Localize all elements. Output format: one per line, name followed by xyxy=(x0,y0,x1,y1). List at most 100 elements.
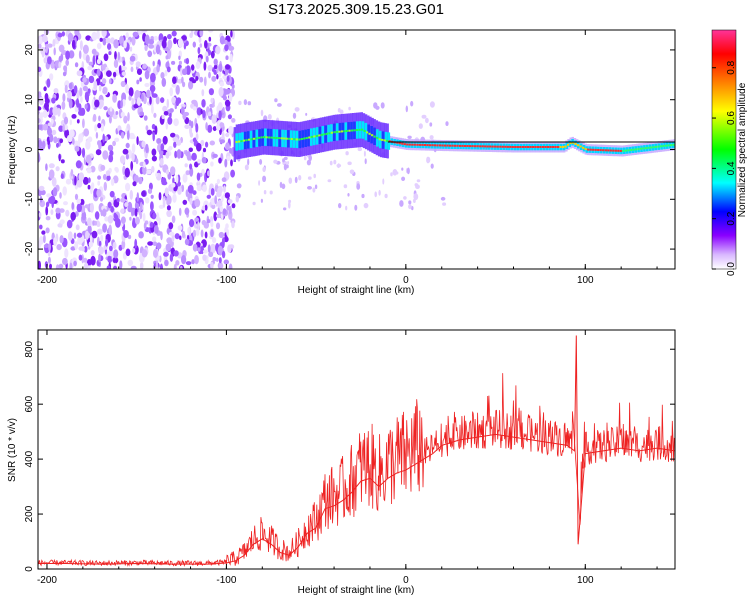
noise-cell xyxy=(184,66,187,76)
noise-cell xyxy=(224,99,231,107)
noise-cell xyxy=(231,84,235,89)
noise-cell xyxy=(128,95,132,101)
noise-cell xyxy=(57,107,61,117)
noise-cell xyxy=(58,44,65,53)
ridge-peak xyxy=(265,136,268,139)
ridge-core xyxy=(585,146,589,153)
ridge-peak xyxy=(426,144,429,147)
noise-cell xyxy=(204,204,208,211)
spectrogram-ridge xyxy=(233,112,675,162)
noise-cell xyxy=(192,41,196,48)
ridge-peak xyxy=(501,145,504,148)
noise-cell xyxy=(92,113,97,122)
noise-cell xyxy=(199,30,204,37)
noise-cell xyxy=(96,30,100,40)
colorbar-gradient xyxy=(712,30,736,269)
noise-cell xyxy=(122,148,129,155)
noise-cell xyxy=(62,71,67,77)
noise-cell xyxy=(228,125,234,135)
noise-cell xyxy=(131,36,136,46)
noise-cell xyxy=(76,203,83,213)
x-tick-label: -100 xyxy=(216,275,236,286)
noise-cell xyxy=(45,163,48,171)
noise-cell xyxy=(421,114,427,119)
noise-cell xyxy=(48,242,51,252)
noise-cell xyxy=(142,63,148,70)
noise-cell xyxy=(38,260,41,269)
noise-cell xyxy=(156,138,162,145)
noise-cell xyxy=(196,107,202,116)
noise-cell xyxy=(98,253,101,263)
noise-cell xyxy=(288,177,293,184)
noise-cell xyxy=(132,181,137,187)
ridge-peak xyxy=(627,149,630,152)
noise-cell xyxy=(258,180,261,186)
noise-cell xyxy=(273,159,278,164)
noise-cell xyxy=(81,210,87,221)
noise-cell xyxy=(56,244,62,251)
noise-cell xyxy=(100,123,105,132)
noise-cell xyxy=(170,132,176,138)
noise-cell xyxy=(209,140,215,146)
noise-cell xyxy=(113,265,118,269)
noise-cell xyxy=(205,141,209,148)
noise-cell xyxy=(85,140,91,150)
noise-cell xyxy=(135,158,139,165)
ridge-peak xyxy=(469,145,472,148)
ridge-peak xyxy=(594,148,597,151)
noise-cell xyxy=(38,112,45,118)
ridge-peak xyxy=(602,149,605,152)
noise-cell xyxy=(228,205,232,215)
y-tick-label: 0 xyxy=(24,566,35,572)
ridge-peak xyxy=(604,149,607,152)
noise-cell xyxy=(211,204,216,210)
noise-cell xyxy=(152,131,155,142)
ridge-peak xyxy=(383,139,386,142)
noise-cell xyxy=(132,247,136,254)
noise-cell xyxy=(225,142,230,151)
noise-cell xyxy=(61,31,65,37)
noise-cell xyxy=(429,135,434,140)
noise-cell xyxy=(166,66,171,73)
ridge-peak xyxy=(237,140,241,143)
noise-cell xyxy=(52,106,59,116)
noise-cell xyxy=(100,234,104,242)
noise-cell xyxy=(142,212,146,222)
noise-cell xyxy=(337,163,340,169)
snr-frame xyxy=(37,329,676,570)
noise-cell xyxy=(82,85,89,92)
noise-cell xyxy=(85,230,90,240)
noise-cell xyxy=(294,176,298,184)
noise-cell xyxy=(51,118,54,125)
noise-cell xyxy=(38,66,42,72)
noise-cell xyxy=(112,140,116,147)
ridge-peak xyxy=(584,148,587,151)
noise-cell xyxy=(120,131,125,139)
ridge-peak xyxy=(315,134,318,137)
noise-cell xyxy=(144,44,148,52)
noise-cell xyxy=(207,64,213,72)
noise-cell xyxy=(161,114,165,120)
noise-cell xyxy=(84,103,88,110)
noise-cell xyxy=(305,112,308,116)
noise-cell xyxy=(194,198,201,208)
noise-cell xyxy=(41,35,48,43)
noise-cell xyxy=(43,86,47,92)
noise-cell xyxy=(156,242,162,250)
ridge-peak xyxy=(398,142,401,145)
ridge-peak xyxy=(592,148,595,151)
ridge-peak xyxy=(343,130,346,133)
noise-cell xyxy=(159,157,164,167)
noise-cell xyxy=(112,71,117,78)
noise-cell xyxy=(70,169,74,177)
ridge-core xyxy=(505,143,508,151)
ridge-peak xyxy=(340,130,344,133)
noise-cell xyxy=(231,203,236,209)
noise-cell xyxy=(48,169,55,179)
noise-cell xyxy=(41,230,46,235)
noise-cell xyxy=(95,211,100,220)
noise-cell xyxy=(173,37,177,45)
ridge-peak xyxy=(496,145,499,148)
noise-cell xyxy=(189,167,194,177)
noise-cell xyxy=(212,126,217,132)
